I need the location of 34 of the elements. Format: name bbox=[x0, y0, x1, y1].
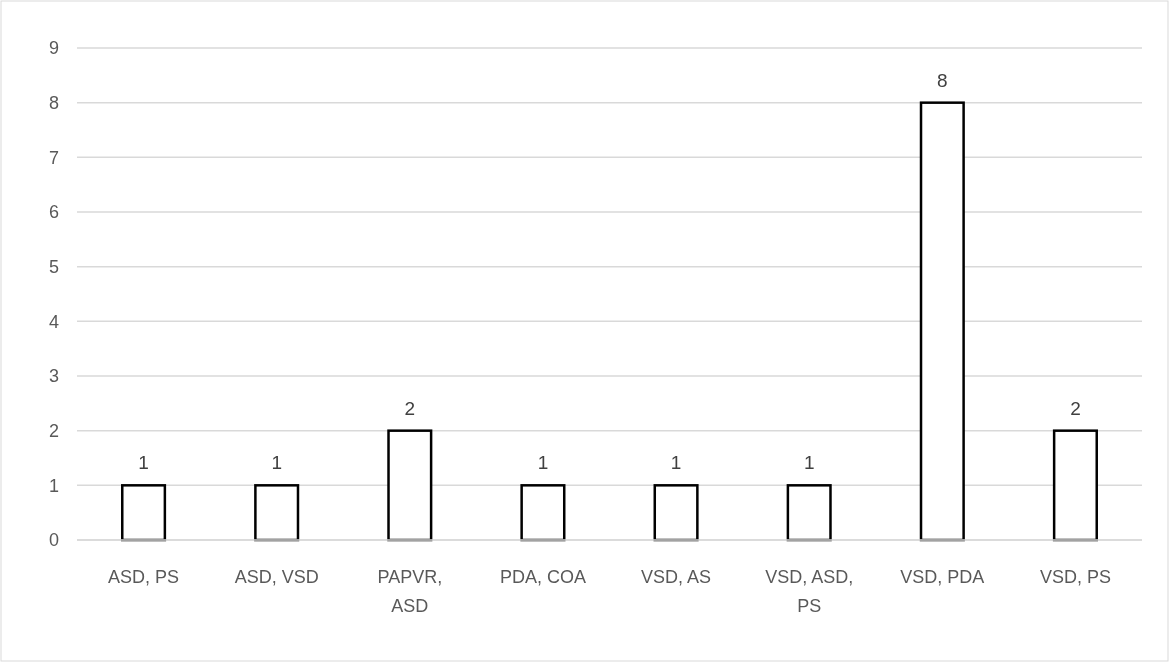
y-tick-label: 6 bbox=[48, 202, 59, 223]
x-tick-label: VSD, PS bbox=[1039, 566, 1111, 587]
x-tick-label: ASD, PS bbox=[108, 566, 180, 587]
data-label: 2 bbox=[1070, 397, 1081, 419]
bar bbox=[653, 484, 699, 542]
data-label: 1 bbox=[803, 452, 815, 474]
y-tick-label: 1 bbox=[48, 475, 59, 496]
bar bbox=[786, 484, 832, 542]
x-tick-label: ASD, VSD bbox=[234, 566, 319, 587]
x-tick-label: PAPVR, ASD bbox=[377, 566, 443, 616]
y-tick-label: 2 bbox=[48, 420, 59, 441]
y-tick-label: 9 bbox=[48, 38, 59, 59]
bar bbox=[387, 429, 433, 542]
data-label: 1 bbox=[271, 452, 282, 474]
data-label: 1 bbox=[138, 452, 149, 474]
data-label: 2 bbox=[404, 397, 416, 419]
x-tick-label: VSD, ASD, PS bbox=[765, 566, 854, 616]
bar bbox=[121, 484, 167, 542]
x-tick-label: VSD, AS bbox=[641, 566, 712, 587]
bar bbox=[520, 484, 566, 542]
bar bbox=[254, 484, 300, 542]
data-label: 1 bbox=[537, 452, 549, 474]
bar bbox=[1052, 429, 1098, 542]
y-tick-label: 0 bbox=[48, 530, 59, 551]
bar bbox=[919, 101, 965, 542]
x-tick-label: PDA, COA bbox=[499, 566, 586, 587]
y-tick-label: 5 bbox=[48, 256, 59, 277]
y-tick-label: 3 bbox=[48, 366, 59, 387]
y-tick-label: 7 bbox=[48, 147, 59, 168]
data-label: 1 bbox=[670, 452, 682, 474]
x-tick-label: VSD, PDA bbox=[900, 566, 985, 587]
y-tick-label: 8 bbox=[48, 92, 59, 113]
data-label: 8 bbox=[937, 69, 948, 91]
y-tick-label: 4 bbox=[48, 311, 59, 332]
